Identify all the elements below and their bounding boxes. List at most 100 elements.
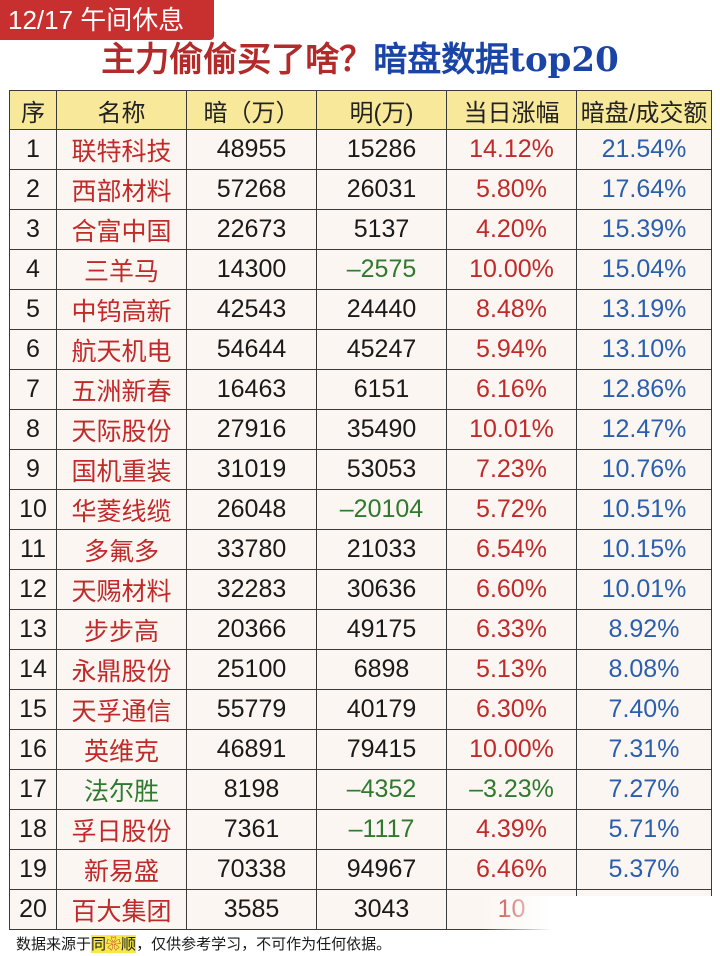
table-row: 1 联特科技 48955 15286 14.12% 21.54%: [9, 129, 712, 170]
cell-stock-name: 步步高: [56, 609, 187, 650]
cell-stock-name: 孚日股份: [56, 809, 187, 850]
cell-daily-change: 8.48%: [446, 289, 577, 330]
cell-dark-ratio: 15.39%: [576, 209, 712, 250]
cell-rank: 17: [9, 769, 57, 810]
cell-dark-ratio: 17.64%: [576, 169, 712, 210]
cell-lit-amount: 6151: [316, 369, 447, 410]
cell-rank: 12: [9, 569, 57, 610]
cell-daily-change: 10.00%: [446, 249, 577, 290]
cell-stock-name: 天孚通信: [56, 689, 187, 730]
cell-dark-amount: 55779: [186, 689, 317, 730]
title-topic: 暗盘数据top20: [373, 40, 619, 80]
cell-lit-amount: –1117: [316, 809, 447, 850]
cell-dark-amount: 14300: [186, 249, 317, 290]
table-row: 13 步步高 20366 49175 6.33% 8.92%: [9, 609, 712, 650]
cell-dark-amount: 7361: [186, 809, 317, 850]
cell-stock-name: 多氟多: [56, 529, 187, 570]
cell-daily-change: 5.80%: [446, 169, 577, 210]
cell-dark-amount: 70338: [186, 849, 317, 890]
table-row: 14 永鼎股份 25100 6898 5.13% 8.08%: [9, 649, 712, 690]
cell-dark-ratio: 7.27%: [576, 769, 712, 810]
cell-dark-ratio: 5.37%: [576, 849, 712, 890]
cell-daily-change: 6.46%: [446, 849, 577, 890]
cell-dark-amount: 46891: [186, 729, 317, 770]
cell-rank: 20: [9, 889, 57, 930]
cell-lit-amount: 35490: [316, 409, 447, 450]
cell-lit-amount: 94967: [316, 849, 447, 890]
cell-dark-amount: 32283: [186, 569, 317, 610]
source-name-part1: 同: [91, 935, 107, 953]
cell-dark-amount: 48955: [186, 129, 317, 170]
cell-stock-name: 华菱线缆: [56, 489, 187, 530]
cell-rank: 7: [9, 369, 57, 410]
header-ratio: 暗盘/成交额: [576, 90, 712, 130]
cell-dark-ratio: 10.76%: [576, 449, 712, 490]
table-row: 2 西部材料 57268 26031 5.80% 17.64%: [9, 169, 712, 210]
source-note-lead: 数据来源于: [16, 935, 92, 953]
cell-lit-amount: 53053: [316, 449, 447, 490]
cell-rank: 2: [9, 169, 57, 210]
cell-dark-ratio: 10.15%: [576, 529, 712, 570]
cell-rank: 8: [9, 409, 57, 450]
cell-daily-change: 10.00%: [446, 729, 577, 770]
cell-dark-amount: 22673: [186, 209, 317, 250]
cell-stock-name: 三羊马: [56, 249, 187, 290]
cell-dark-ratio: 5.71%: [576, 809, 712, 850]
cell-stock-name: 天赐材料: [56, 569, 187, 610]
cell-rank: 5: [9, 289, 57, 330]
cell-lit-amount: –20104: [316, 489, 447, 530]
table-row: 9 国机重装 31019 53053 7.23% 10.76%: [9, 449, 712, 490]
cell-dark-ratio: 15.04%: [576, 249, 712, 290]
cell-dark-ratio: 10.51%: [576, 489, 712, 530]
cell-rank: 3: [9, 209, 57, 250]
fade-overlay: [480, 896, 720, 940]
header-lit: 明(万): [316, 90, 447, 130]
cell-lit-amount: 26031: [316, 169, 447, 210]
flower-icon: ❀: [106, 935, 122, 953]
cell-rank: 18: [9, 809, 57, 850]
cell-lit-amount: 49175: [316, 609, 447, 650]
cell-dark-ratio: 12.47%: [576, 409, 712, 450]
cell-dark-amount: 54644: [186, 329, 317, 370]
cell-stock-name: 天际股份: [56, 409, 187, 450]
cell-stock-name: 国机重装: [56, 449, 187, 490]
cell-dark-ratio: 10.01%: [576, 569, 712, 610]
cell-stock-name: 西部材料: [56, 169, 187, 210]
table-row: 7 五洲新春 16463 6151 6.16% 12.86%: [9, 369, 712, 410]
cell-dark-amount: 57268: [186, 169, 317, 210]
cell-lit-amount: –4352: [316, 769, 447, 810]
cell-rank: 15: [9, 689, 57, 730]
cell-dark-ratio: 21.54%: [576, 129, 712, 170]
cell-daily-change: 6.33%: [446, 609, 577, 650]
table-row: 8 天际股份 27916 35490 10.01% 12.47%: [9, 409, 712, 450]
cell-dark-ratio: 7.40%: [576, 689, 712, 730]
cell-rank: 19: [9, 849, 57, 890]
cell-dark-ratio: 12.86%: [576, 369, 712, 410]
table-row: 12 天赐材料 32283 30636 6.60% 10.01%: [9, 569, 712, 610]
cell-stock-name: 新易盛: [56, 849, 187, 890]
cell-dark-ratio: 8.08%: [576, 649, 712, 690]
source-note: 数据来源于同❀顺，仅供参考学习，不可作为任何依据。: [16, 934, 391, 954]
table-row: 5 中钨高新 42543 24440 8.48% 13.19%: [9, 289, 712, 330]
cell-stock-name: 五洲新春: [56, 369, 187, 410]
cell-stock-name: 航天机电: [56, 329, 187, 370]
source-name-part2: 顺: [121, 935, 137, 953]
cell-dark-ratio: 13.10%: [576, 329, 712, 370]
cell-rank: 1: [9, 129, 57, 170]
cell-daily-change: 14.12%: [446, 129, 577, 170]
table-row: 18 孚日股份 7361 –1117 4.39% 5.71%: [9, 809, 712, 850]
cell-stock-name: 百大集团: [56, 889, 187, 930]
cell-lit-amount: 5137: [316, 209, 447, 250]
cell-rank: 10: [9, 489, 57, 530]
table-row: 11 多氟多 33780 21033 6.54% 10.15%: [9, 529, 712, 570]
cell-rank: 14: [9, 649, 57, 690]
cell-stock-name: 法尔胜: [56, 769, 187, 810]
table-row: 19 新易盛 70338 94967 6.46% 5.37%: [9, 849, 712, 890]
cell-stock-name: 中钨高新: [56, 289, 187, 330]
cell-dark-amount: 25100: [186, 649, 317, 690]
cell-daily-change: 5.94%: [446, 329, 577, 370]
cell-daily-change: 6.16%: [446, 369, 577, 410]
cell-rank: 6: [9, 329, 57, 370]
cell-stock-name: 合富中国: [56, 209, 187, 250]
header-rank: 序: [9, 90, 57, 130]
